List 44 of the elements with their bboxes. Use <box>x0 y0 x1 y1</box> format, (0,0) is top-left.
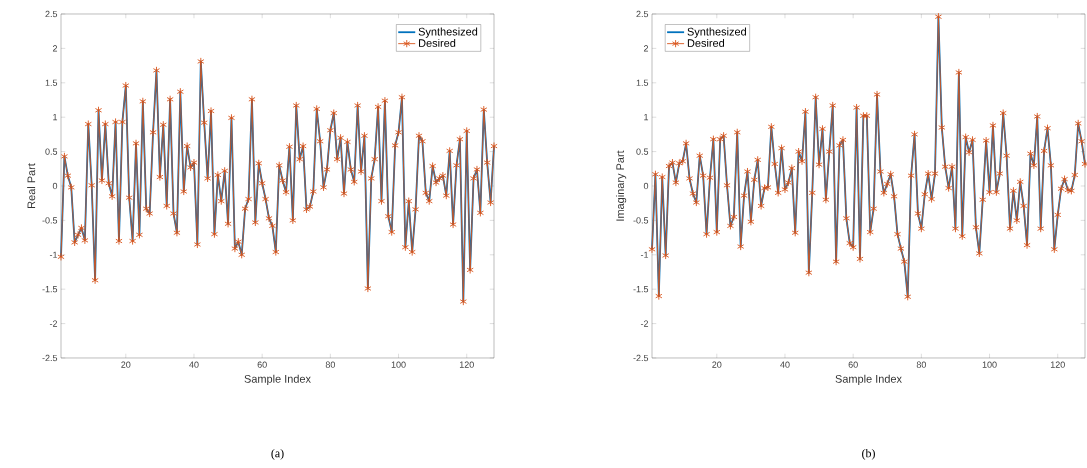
x-tick-label: 100 <box>982 361 997 368</box>
y-axis-title: Imaginary Part <box>615 150 627 221</box>
x-tick-label: 20 <box>121 361 131 368</box>
y-tick-label: 1.5 <box>45 79 58 86</box>
text: (b) <box>862 448 875 460</box>
y-tick-label: -1.5 <box>42 286 58 293</box>
y-tick-label: 1.5 <box>636 79 649 86</box>
x-tick-label: 120 <box>1050 361 1065 368</box>
legend-label: Desired <box>419 38 456 47</box>
y-tick-label: 1 <box>53 114 58 121</box>
y-tick-label: -1 <box>49 251 58 258</box>
x-axis-title: Sample Index <box>244 374 311 385</box>
y-tick-label: 2.5 <box>45 10 58 18</box>
y-tick-label: -2.5 <box>42 354 58 362</box>
x-tick-label: 60 <box>848 361 858 368</box>
x-tick-label: 80 <box>916 361 926 368</box>
x-tick-label: 60 <box>257 361 267 368</box>
x-axis-title: Sample Index <box>835 374 902 385</box>
y-tick-label: 0.5 <box>636 148 649 155</box>
x-tick-label: 40 <box>780 361 790 368</box>
y-tick-label: 0 <box>52 182 58 190</box>
x-tick-label: 40 <box>189 361 199 368</box>
legend-label: Synthesized <box>418 27 478 38</box>
x-tick-label: 100 <box>391 361 406 368</box>
y-tick-label: -0.5 <box>633 217 649 224</box>
y-tick-label: -2.5 <box>633 354 649 362</box>
y-tick-label: 2 <box>52 45 58 52</box>
x-tick-label: 80 <box>325 361 335 368</box>
y-tick-label: -0.5 <box>42 217 58 224</box>
x-tick-label: 120 <box>459 361 474 368</box>
y-tick-label: 1 <box>644 114 649 121</box>
y-axis-title: Real Part <box>27 163 36 208</box>
y-tick-label: 0 <box>643 182 649 190</box>
y-tick-label: -1.5 <box>633 286 649 293</box>
y-tick-label: -2 <box>49 320 58 327</box>
legend-label: Synthesized <box>687 27 746 38</box>
y-tick-label: 2.5 <box>636 10 649 18</box>
text: (a) <box>271 448 284 460</box>
legend-label: Desired <box>687 38 725 47</box>
y-tick-label: 2 <box>643 45 649 52</box>
y-tick-label: -1 <box>640 251 649 258</box>
y-tick-label: 0.5 <box>45 148 58 155</box>
x-tick-label: 20 <box>712 361 722 368</box>
y-tick-label: -2 <box>640 320 649 327</box>
